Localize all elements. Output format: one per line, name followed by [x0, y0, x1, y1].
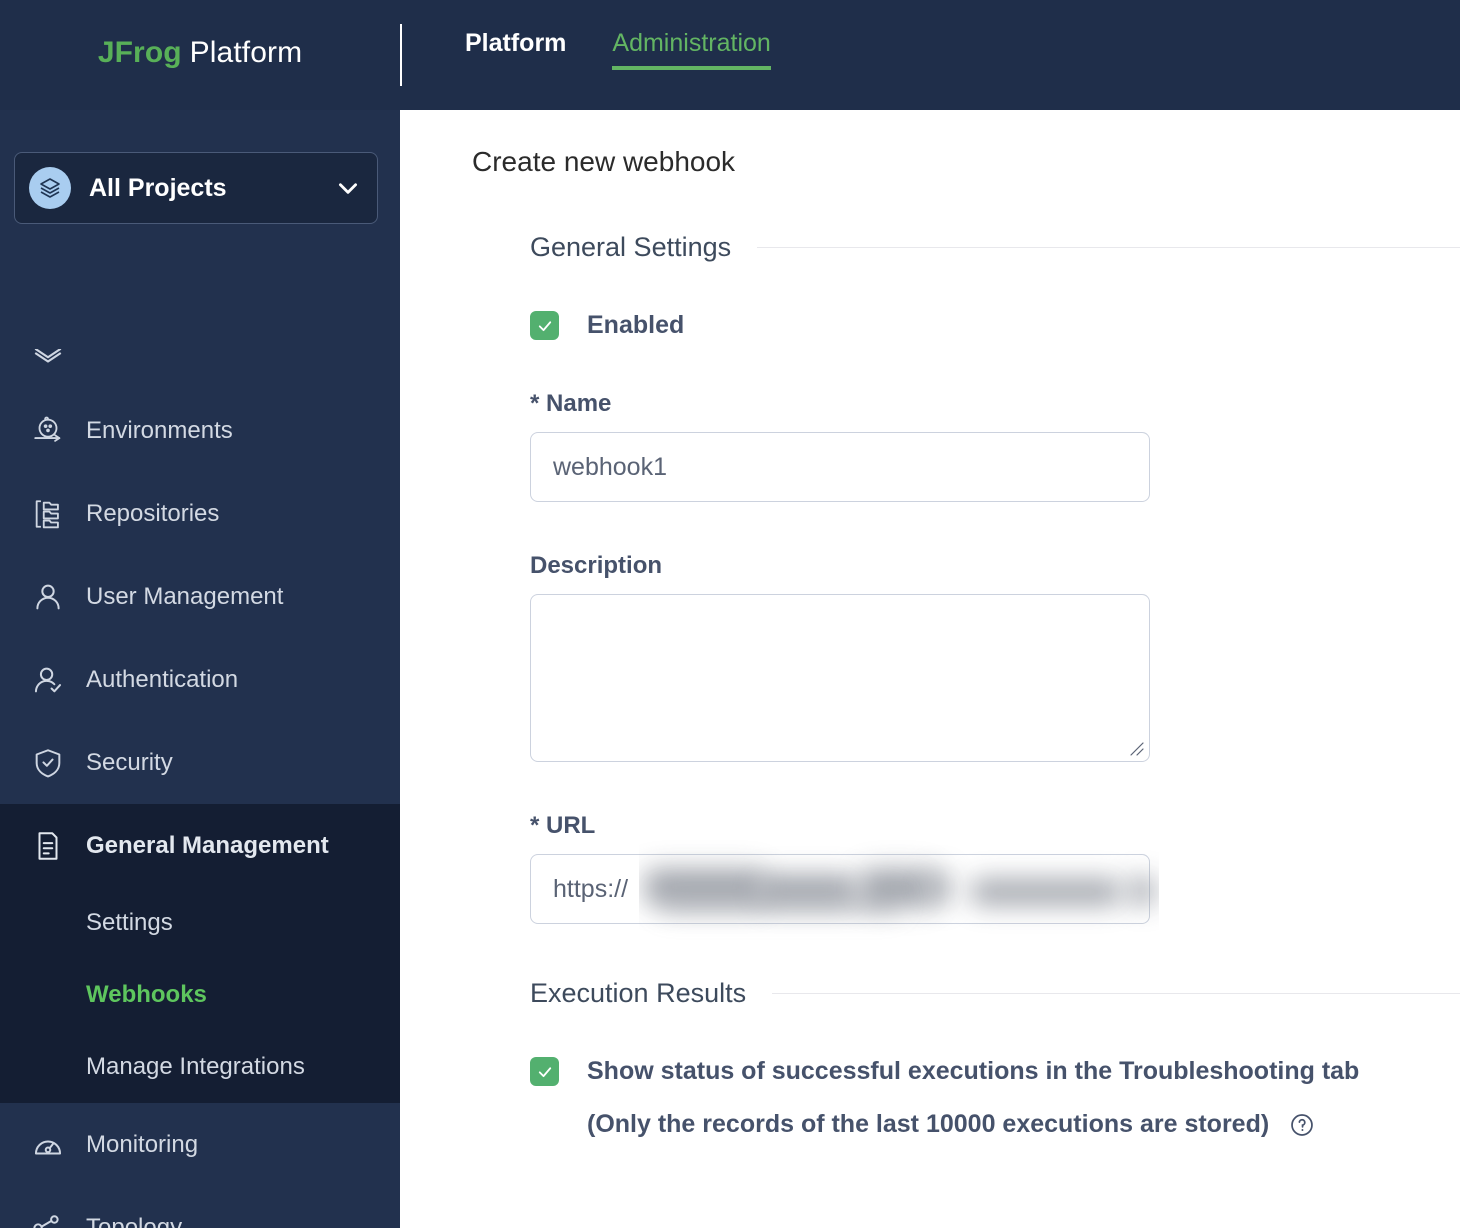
name-field-label: * Name — [530, 390, 612, 417]
document-icon — [28, 826, 68, 866]
brand-logo[interactable]: JFrog Platform — [0, 36, 400, 70]
section-header-general-settings: General Settings — [400, 232, 1460, 263]
gauge-icon — [28, 1125, 68, 1165]
sidebar-subitem-label: Webhooks — [86, 981, 207, 1008]
sidebar-item-label: Security — [86, 748, 173, 776]
sidebar-subitem-webhooks[interactable]: Webhooks — [0, 959, 400, 1031]
project-selector-label: All Projects — [89, 173, 227, 202]
sidebar-item-all-projects-overview[interactable]: All Projects Overview — [0, 349, 400, 389]
chevron-overview-icon — [28, 349, 68, 373]
url-input[interactable]: https:// — [530, 854, 1155, 924]
shield-check-icon — [28, 743, 68, 783]
user-icon — [28, 577, 68, 617]
section-title: Execution Results — [530, 978, 747, 1008]
url-input-value: https:// — [553, 874, 629, 903]
chevron-down-icon — [339, 183, 357, 194]
sidebar-item-label: Repositories — [86, 499, 220, 527]
user-check-icon — [28, 660, 68, 700]
sidebar-item-authentication[interactable]: Authentication — [0, 638, 400, 721]
sidebar-item-repositories[interactable]: Repositories — [0, 472, 400, 555]
header-divider — [400, 24, 402, 86]
enabled-checkbox-row: Enabled — [530, 311, 1460, 340]
execution-note-text: (Only the records of the last 10000 exec… — [587, 1110, 1270, 1138]
topology-icon — [28, 1208, 68, 1228]
tab-administration[interactable]: Administration — [612, 29, 772, 70]
brand-platform-text: Platform — [189, 36, 303, 69]
question-circle-icon[interactable] — [1289, 1112, 1315, 1138]
sidebar-item-label: Authentication — [86, 665, 239, 693]
sidebar-item-monitoring[interactable]: Monitoring — [0, 1103, 400, 1186]
enabled-checkbox[interactable] — [530, 311, 559, 340]
sidebar-item-security[interactable]: Security — [0, 721, 400, 804]
environments-icon — [28, 411, 68, 451]
tab-platform[interactable]: Platform — [465, 29, 567, 57]
sidebar: All Projects All Projects Overview — [0, 110, 400, 1228]
header-tabs: Platform Administration — [465, 0, 772, 110]
section-title: General Settings — [530, 232, 732, 262]
url-field-label: * URL — [530, 812, 596, 839]
sidebar-item-topology[interactable]: Topology — [0, 1186, 400, 1228]
enabled-label: Enabled — [587, 311, 685, 339]
sidebar-section-general-management: General Management Settings Webhooks Man… — [0, 804, 400, 1103]
sidebar-item-label: User Management — [86, 582, 284, 610]
main-content: Create new webhook General Settings Enab… — [400, 110, 1460, 1228]
execution-results-fields: Show status of successful executions in … — [400, 1057, 1460, 1139]
name-input[interactable]: webhook1 — [530, 432, 1150, 502]
project-selector[interactable]: All Projects — [14, 152, 378, 224]
show-status-checkbox-row: Show status of successful executions in … — [530, 1057, 1460, 1086]
top-header: JFrog Platform Platform Administration — [0, 0, 1460, 110]
brand-jfrog-text: JFrog — [97, 36, 182, 69]
sidebar-nav: All Projects Overview Environments — [0, 349, 400, 1228]
section-rule — [772, 993, 1460, 994]
repositories-icon — [28, 494, 68, 534]
sidebar-item-user-management[interactable]: User Management — [0, 555, 400, 638]
general-settings-fields: Enabled * Name webhook1 Description * UR… — [400, 311, 1460, 924]
resize-handle-icon[interactable] — [1127, 739, 1145, 757]
description-textarea[interactable] — [530, 594, 1150, 762]
sidebar-item-label: Topology — [86, 1213, 183, 1228]
sidebar-item-label: All Projects Overview — [86, 349, 313, 351]
section-rule — [757, 247, 1460, 248]
execution-note-row: (Only the records of the last 10000 exec… — [587, 1110, 1460, 1139]
sidebar-subitem-label: Manage Integrations — [86, 1053, 305, 1080]
description-field-label: Description — [530, 552, 663, 579]
sidebar-item-label: General Management — [86, 831, 329, 859]
layers-icon — [29, 167, 71, 209]
show-status-checkbox[interactable] — [530, 1057, 559, 1086]
sidebar-subitem-label: Settings — [86, 909, 173, 936]
page-title: Create new webhook — [472, 146, 736, 177]
sidebar-item-environments[interactable]: Environments — [0, 389, 400, 472]
sidebar-subitem-settings[interactable]: Settings — [0, 887, 400, 959]
sidebar-item-general-management[interactable]: General Management — [0, 804, 400, 887]
show-status-label: Show status of successful executions in … — [587, 1057, 1360, 1085]
url-redaction-overlay — [639, 839, 1159, 941]
sidebar-subitem-manage-integrations[interactable]: Manage Integrations — [0, 1031, 400, 1103]
sidebar-item-label: Monitoring — [86, 1130, 199, 1158]
sidebar-item-label: Environments — [86, 416, 233, 444]
section-header-execution-results: Execution Results — [400, 978, 1460, 1009]
